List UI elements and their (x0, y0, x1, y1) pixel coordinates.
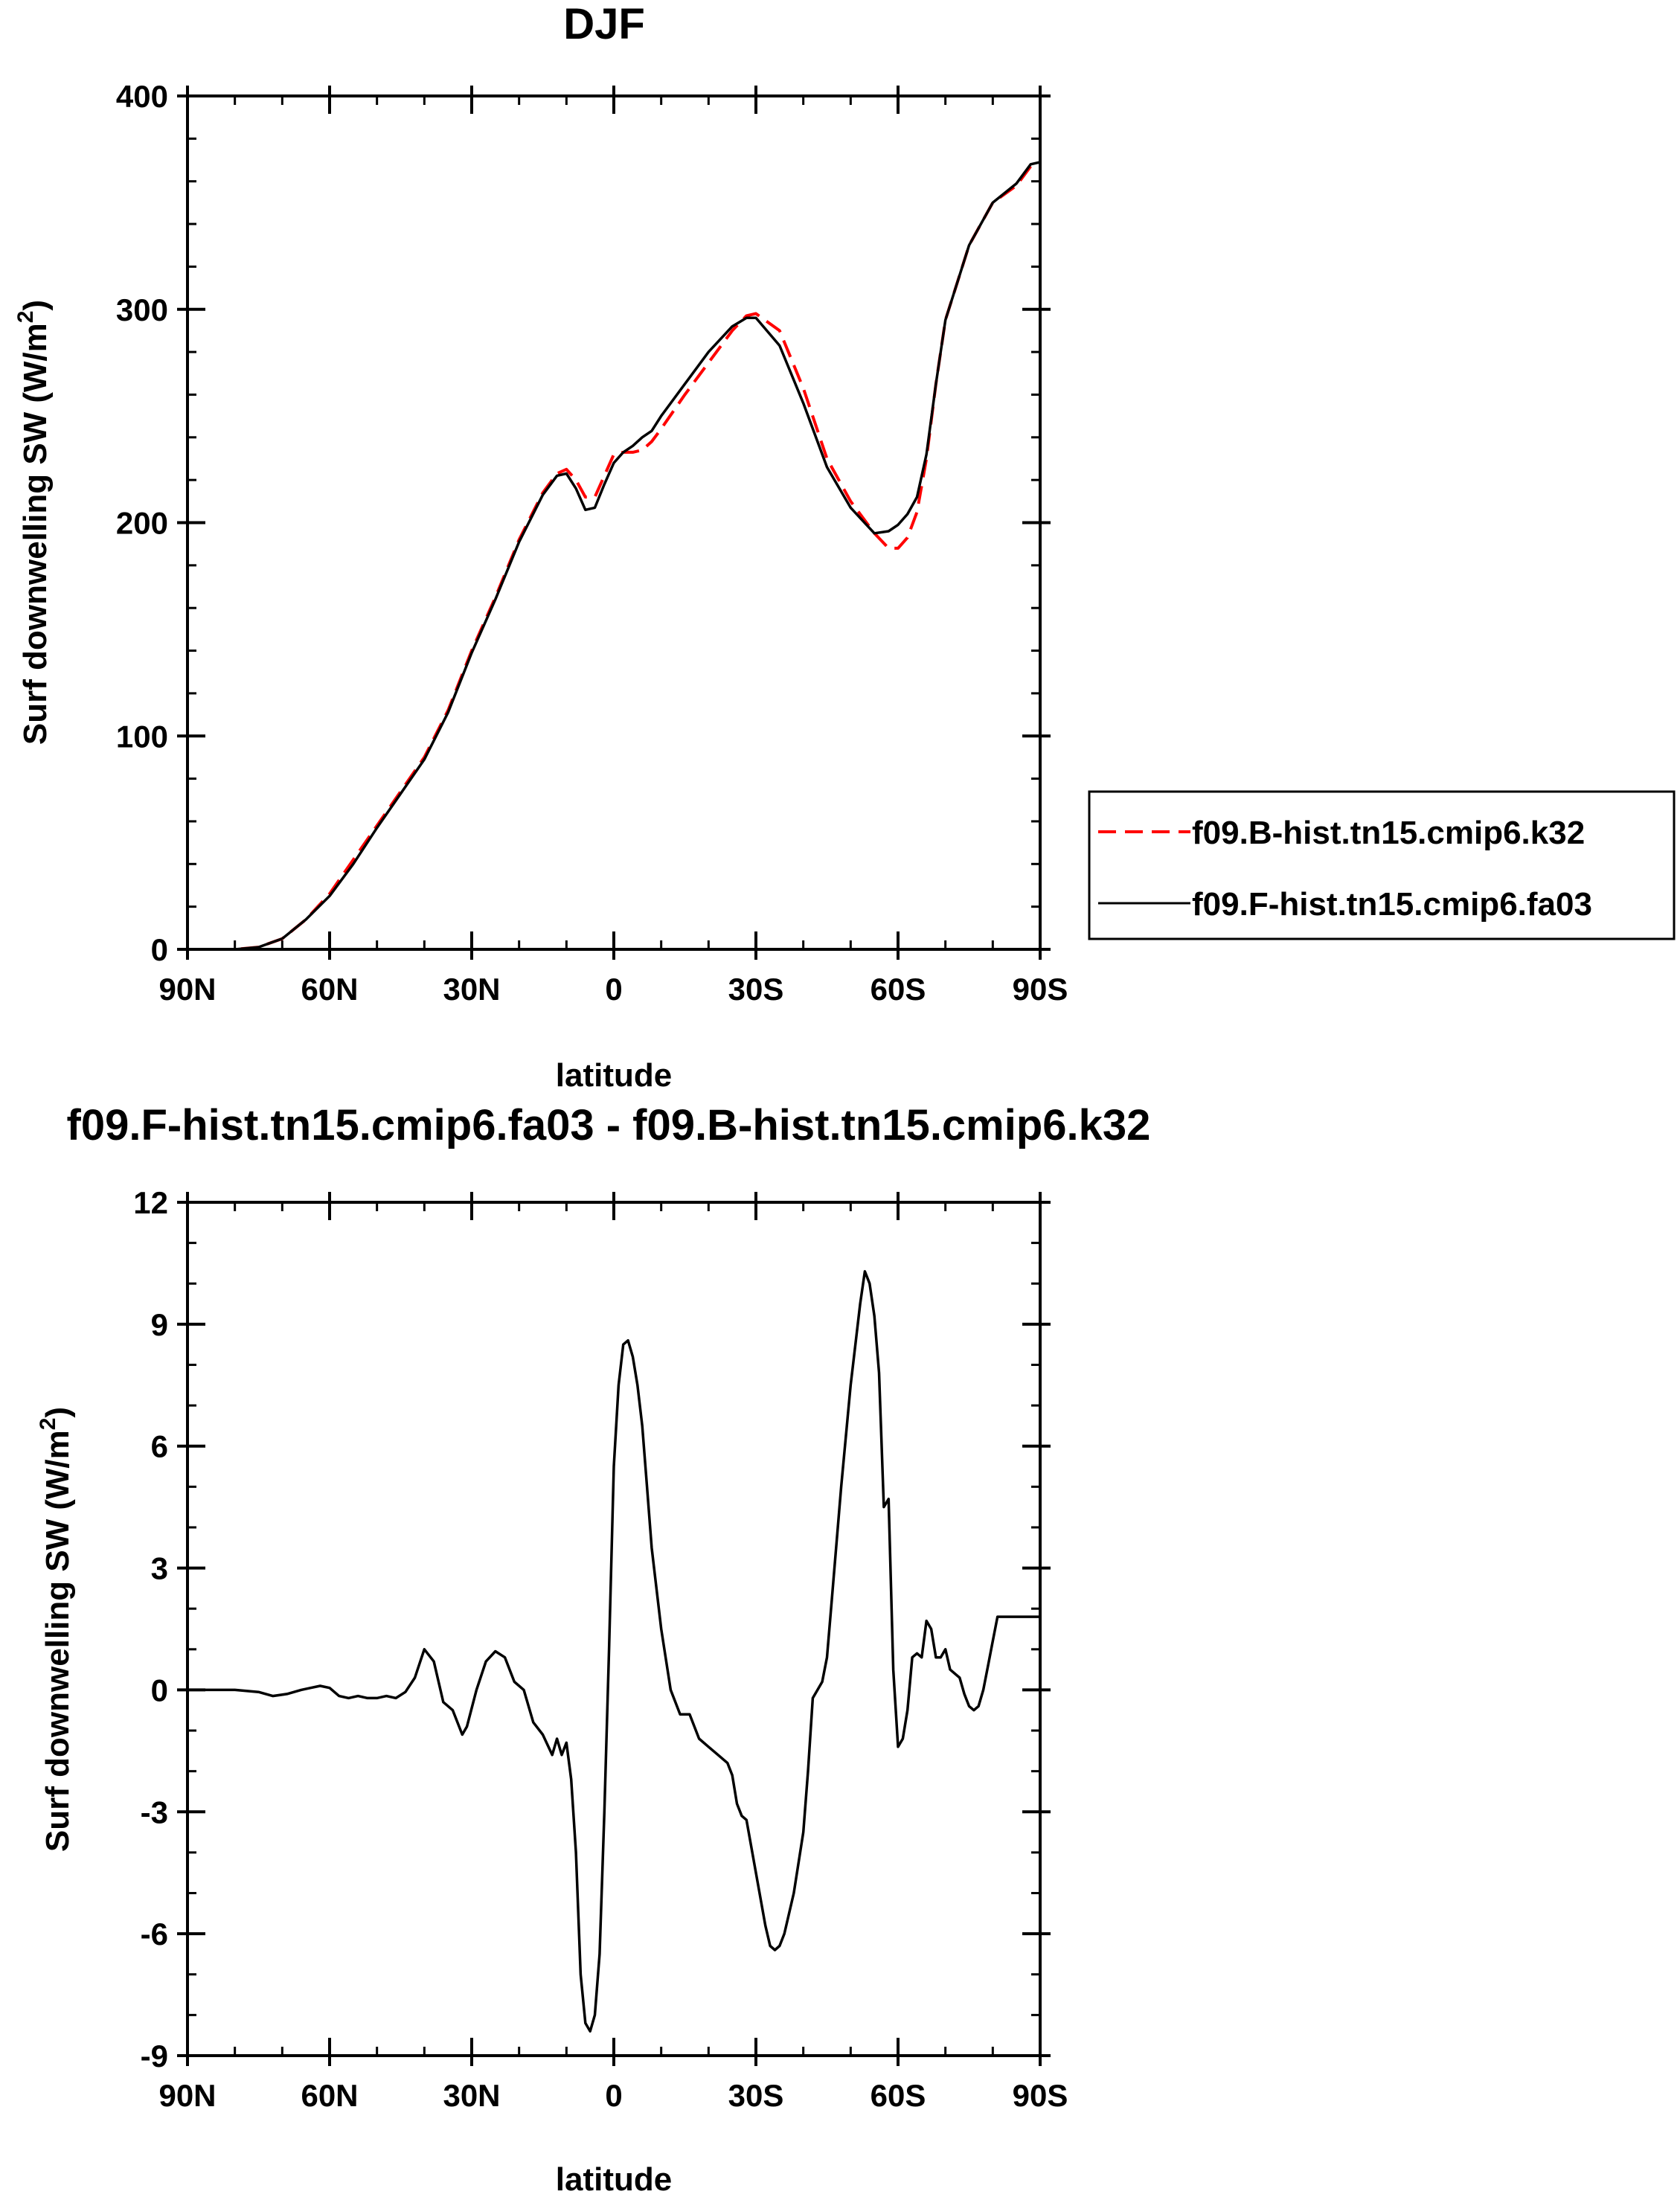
y-tick-label: 0 (151, 932, 168, 967)
y-tick-label: -3 (141, 1795, 168, 1829)
y-tick-label: 100 (116, 719, 168, 754)
x-tick-label: 30N (443, 972, 500, 1007)
legend: f09.B-hist.tn15.cmip6.k32 f09.F-hist.tn1… (1088, 790, 1676, 940)
top-x-axis-title: latitude (556, 1057, 672, 1094)
bottom-plot-frame (186, 1201, 1042, 2057)
y-tick-label: -6 (141, 1917, 168, 1951)
top-y-axis-unit-suffix: ) (17, 300, 54, 311)
y-tick-label: 12 (133, 1185, 168, 1220)
x-tick-label: 30N (443, 2078, 500, 2113)
y-tick-label: 6 (151, 1429, 168, 1464)
bottom-x-axis-title: latitude (556, 2161, 672, 2197)
top-y-axis-unit-prefix: (W/m (17, 323, 54, 403)
bottom-y-tick-labels: -9 -6 -3 0 3 6 9 12 (133, 1185, 168, 2073)
bottom-chart-title: f09.F-hist.tn15.cmip6.fa03 - f09.B-hist.… (67, 1101, 1151, 1149)
x-tick-label: 60S (871, 2078, 926, 2113)
y-tick-label: 0 (151, 1672, 168, 1707)
y-tick-label: -9 (141, 2039, 168, 2073)
top-y-axis-unit-sup: 2 (13, 311, 38, 324)
top-chart-title: DJF (563, 0, 645, 48)
y-tick-label: 300 (116, 292, 168, 327)
x-tick-label: 60S (871, 972, 926, 1007)
top-plot-frame (186, 94, 1042, 951)
bottom-y-axis-unit-sup: 2 (36, 1418, 60, 1431)
bottom-y-axis-unit-suffix: ) (39, 1407, 76, 1418)
top-y-tick-labels: 0 100 200 300 400 (116, 79, 168, 967)
y-tick-label: 400 (116, 79, 168, 114)
x-tick-label: 60N (301, 972, 358, 1007)
series-line-1 (187, 161, 1041, 951)
top-panel: DJF 90N 60N 30N 0 30S 60S 90S 0 100 200 300 400 la… (13, 0, 1676, 1094)
bottom-x-tick-labels: 90N 60N 30N 0 30S 60S 90S (158, 2078, 1068, 2113)
top-y-axis-title-main: Surf downwelling SW (17, 411, 54, 745)
x-tick-label: 60N (301, 2078, 358, 2113)
legend-label-series-0: f09.B-hist.tn15.cmip6.k32 (1192, 815, 1585, 851)
x-tick-label: 0 (605, 972, 622, 1007)
x-tick-label: 90S (1013, 2078, 1068, 2113)
bottom-series-group (187, 1270, 1040, 2033)
top-axes-ticks (177, 86, 1051, 960)
series-line-0 (187, 162, 1041, 951)
top-y-axis-title: Surf downwelling SW (W/m2) (13, 300, 54, 745)
top-series-group (187, 161, 1041, 951)
bottom-axes-ticks (177, 1192, 1051, 2066)
top-x-tick-labels: 90N 60N 30N 0 30S 60S 90S (158, 972, 1068, 1007)
bottom-y-axis-unit-prefix: (W/m (39, 1430, 76, 1510)
bottom-y-axis-title: Surf downwelling SW (W/m2) (36, 1407, 76, 1852)
y-tick-label: 200 (116, 506, 168, 541)
x-tick-label: 90N (158, 2078, 216, 2113)
bottom-panel: f09.F-hist.tn15.cmip6.fa03 - f09.B-hist.… (36, 1101, 1150, 2197)
bottom-y-axis-title-main: Surf downwelling SW (39, 1518, 76, 1852)
y-tick-label: 3 (151, 1551, 168, 1586)
x-tick-label: 30S (728, 2078, 784, 2113)
x-tick-label: 30S (728, 972, 784, 1007)
legend-label-series-1: f09.F-hist.tn15.cmip6.fa03 (1192, 886, 1592, 923)
legend-box (1088, 790, 1676, 940)
x-tick-label: 90S (1013, 972, 1068, 1007)
series-line-0 (187, 1270, 1040, 2033)
x-tick-label: 90N (158, 972, 216, 1007)
x-tick-label: 0 (605, 2078, 622, 2113)
y-tick-label: 9 (151, 1307, 168, 1342)
